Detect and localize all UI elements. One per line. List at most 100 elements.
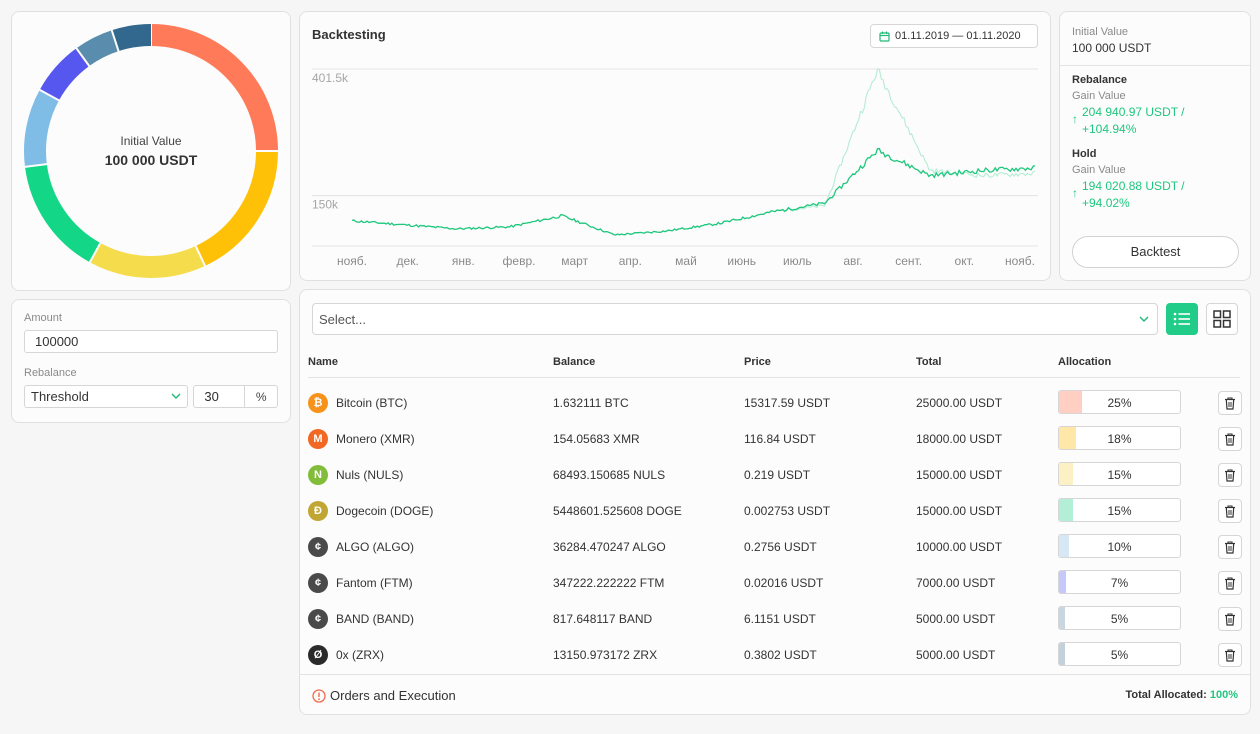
allocation-input[interactable]: 5% [1058, 642, 1181, 666]
trash-icon [1225, 648, 1235, 662]
delete-button[interactable] [1218, 391, 1242, 415]
allocation-input[interactable]: 5% [1058, 606, 1181, 630]
chevron-down-icon [171, 393, 181, 399]
table-row[interactable]: M Monero (XMR) 154.05683 XMR 116.84 USDT 180… [308, 421, 1242, 457]
table-row[interactable]: ¢ BAND (BAND) 817.648117 BAND 6.1151 USDT 50… [308, 601, 1242, 637]
donut-slice[interactable] [39, 48, 90, 101]
allocation-input[interactable]: 18% [1058, 426, 1181, 450]
y-tick-label: 150k [312, 198, 339, 212]
backtesting-card: 401.5k 150k нояб. дек. янв. февр. март апр. май и… [299, 11, 1051, 281]
date-range-picker[interactable]: 01.11.2019 — 01.11.2020 [870, 24, 1038, 48]
grid-icon [1213, 310, 1231, 328]
x-tick-label: нояб. [337, 254, 367, 268]
asset-balance: 5448601.525608 DOGE [553, 504, 682, 518]
list-view-button[interactable] [1166, 303, 1198, 335]
rebalance-title: Rebalance [1072, 74, 1128, 86]
rebalance-mode-value: Threshold [31, 389, 89, 404]
table-row[interactable]: Ð Dogecoin (DOGE) 5448601.525608 DOGE 0.002… [308, 493, 1242, 529]
allocation-value: 25% [1107, 396, 1132, 410]
date-range-text: 01.11.2019 — 01.11.2020 [895, 30, 1021, 42]
asset-total: 5000.00 USDT [916, 612, 996, 626]
header-allocation: Allocation [1058, 356, 1112, 368]
hold-gain-label: Gain Value [1072, 164, 1126, 176]
x-tick-label: авг. [843, 254, 862, 268]
allocation-fill [1059, 463, 1074, 485]
donut-slice[interactable] [195, 150, 278, 266]
delete-button[interactable] [1218, 427, 1242, 451]
asset-price: 0.02016 USDT [744, 576, 824, 590]
asset-price: 0.2756 USDT [744, 540, 817, 554]
donut-slice[interactable] [111, 24, 152, 52]
rebalance-mode-select[interactable]: Threshold [24, 385, 189, 408]
delete-button[interactable] [1218, 535, 1242, 559]
asset-price: 0.219 USDT [744, 468, 811, 482]
asset-balance: 154.05683 XMR [553, 432, 640, 446]
grid-view-button[interactable] [1206, 303, 1238, 335]
backtest-button[interactable]: Backtest [1072, 236, 1239, 268]
asset-name: ALGO (ALGO) [336, 540, 415, 554]
table-row[interactable]: ¢ Fantom (FTM) 347222.222222 FTM 0.02016 US… [308, 565, 1242, 601]
allocation-input[interactable]: 7% [1058, 570, 1181, 594]
asset-name: Monero (XMR) [336, 432, 415, 446]
delete-button[interactable] [1218, 643, 1242, 667]
allocation-input[interactable]: 10% [1058, 534, 1181, 558]
amount-input[interactable]: 100000 [24, 330, 278, 353]
dogecoin-icon: Ð [308, 501, 328, 521]
allocation-fill [1059, 607, 1065, 629]
rebalance-gain-pct: +104.94% [1082, 122, 1137, 136]
asset-total: 15000.00 USDT [916, 468, 1003, 482]
backtesting-title: Backtesting [312, 27, 386, 42]
delete-button[interactable] [1218, 499, 1242, 523]
trash-icon [1225, 468, 1235, 482]
asset-balance: 68493.150685 NULS [553, 468, 666, 482]
table-row[interactable]: Ø 0x (ZRX) 13150.973172 ZRX 0.3802 USDT 5000… [308, 637, 1242, 673]
allocation-input[interactable]: 25% [1058, 390, 1181, 414]
x-tick-label: нояб. [1005, 254, 1035, 268]
table-row[interactable]: ₿ Bitcoin (BTC) 1.632111 BTC 15317.59 USDT 2… [308, 385, 1242, 421]
assets-table-card: Select... Name Balance Price Total Alloc… [299, 289, 1251, 715]
delete-button[interactable] [1218, 571, 1242, 595]
footer-divider [300, 674, 1250, 675]
allocation-input[interactable]: 15% [1058, 462, 1181, 486]
threshold-input[interactable]: 30 [194, 386, 246, 407]
donut-slice[interactable] [25, 163, 101, 263]
asset-price: 6.1151 USDT [744, 612, 816, 626]
orders-execution-text: Orders and Execution [330, 688, 456, 703]
asset-total: 5000.00 USDT [916, 648, 996, 662]
delete-button[interactable] [1218, 607, 1242, 631]
backtesting-chart: 401.5k 150k нояб. дек. янв. февр. март апр. май и… [312, 68, 1038, 268]
trash-icon [1225, 540, 1235, 554]
table-row[interactable]: N Nuls (NULS) 68493.150685 NULS 0.219 USDT 1… [308, 457, 1242, 493]
allocation-fill [1059, 535, 1069, 557]
x-tick-label: дек. [397, 254, 419, 268]
trash-icon [1225, 576, 1235, 590]
table-row[interactable]: ¢ ALGO (ALGO) 36284.470247 ALGO 0.2756 USDT… [308, 529, 1242, 565]
allocation-fill [1059, 643, 1065, 665]
x-tick-label: февр. [503, 254, 536, 268]
orders-execution-link[interactable]: Orders and Execution [312, 688, 456, 703]
donut-slice[interactable] [76, 30, 119, 67]
allocation-input[interactable]: 15% [1058, 498, 1181, 522]
delete-button[interactable] [1218, 463, 1242, 487]
donut-separator [194, 244, 207, 268]
trash-icon [1225, 504, 1235, 518]
generic-coin-icon: ¢ [308, 609, 328, 629]
donut-center: Initial Value 100 000 USDT [12, 134, 290, 168]
donut-slice[interactable] [89, 242, 206, 278]
allocation-fill [1059, 391, 1082, 413]
allocation-value: 15% [1107, 504, 1132, 518]
asset-price: 0.002753 USDT [744, 504, 831, 518]
arrow-up-icon: ↑ [1072, 112, 1078, 126]
amount-label: Amount [24, 312, 62, 324]
donut-slice[interactable] [24, 89, 60, 167]
asset-balance: 13150.973172 ZRX [553, 648, 658, 662]
donut-slice[interactable] [150, 24, 278, 152]
summary-divider [1060, 65, 1250, 66]
trash-icon [1225, 612, 1235, 626]
x-tick-label: янв. [452, 254, 475, 268]
rebalance-series-line [351, 148, 1036, 236]
rebalance-label: Rebalance [24, 367, 77, 379]
threshold-field[interactable]: 30 % [193, 385, 278, 408]
asset-select[interactable]: Select... [312, 303, 1158, 335]
allocation-value: 5% [1110, 612, 1129, 626]
